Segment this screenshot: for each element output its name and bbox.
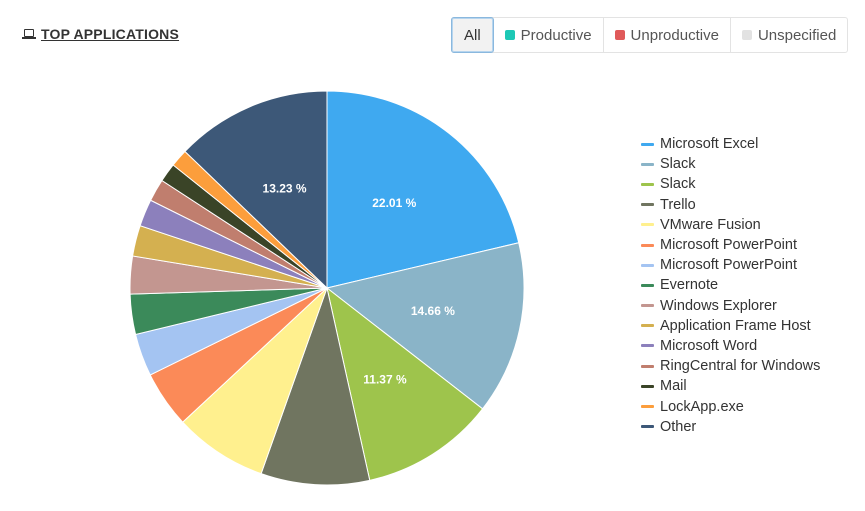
pie-slice-5[interactable] xyxy=(182,287,328,475)
legend-label: Evernote xyxy=(660,277,719,294)
legend-label: Microsoft Word xyxy=(660,337,758,354)
legend-item[interactable]: Slack xyxy=(641,154,820,174)
legend-label: LockApp.exe xyxy=(660,398,744,415)
legend-label: Mail xyxy=(660,378,687,395)
widget-title-text: TOP APPLICATIONS xyxy=(41,26,180,42)
filter-productive-button[interactable]: Productive xyxy=(494,18,604,52)
pie-slice-1[interactable] xyxy=(326,90,520,289)
legend-label: Trello xyxy=(660,196,696,213)
unspecified-swatch-icon xyxy=(741,30,752,40)
legend-swatch-icon xyxy=(641,263,654,267)
legend-item[interactable]: Trello xyxy=(641,195,820,215)
legend-swatch-icon xyxy=(641,243,654,247)
legend-label: Slack xyxy=(660,156,696,173)
pie-slice-15[interactable] xyxy=(184,90,328,290)
legend-label: Microsoft PowerPoint xyxy=(660,257,797,274)
legend-label: Microsoft PowerPoint xyxy=(660,237,797,254)
chart-legend: Microsoft Excel Slack Slack Trello VMware Fu… xyxy=(641,134,820,437)
legend-swatch-icon xyxy=(641,203,654,207)
slice-value-label-3: 11.37 % xyxy=(363,373,407,387)
legend-label: Other xyxy=(660,418,697,435)
legend-item[interactable]: Microsoft PowerPoint xyxy=(641,235,820,255)
laptop-icon xyxy=(22,28,36,40)
applications-pie-chart: 22.01 % 14.66 % 11.37 % 13.23 % xyxy=(129,90,525,486)
legend-item[interactable]: Mail xyxy=(641,376,820,396)
legend-swatch-icon xyxy=(641,324,654,328)
legend-swatch-icon xyxy=(641,344,654,348)
filter-productive-label: Productive xyxy=(520,26,592,44)
legend-swatch-icon xyxy=(641,304,654,308)
legend-swatch-icon xyxy=(641,162,654,166)
legend-swatch-icon xyxy=(641,283,654,287)
legend-item[interactable]: Slack xyxy=(641,174,820,194)
legend-item[interactable]: Microsoft Excel xyxy=(641,134,820,154)
unproductive-swatch-icon xyxy=(614,30,625,40)
legend-label: Application Frame Host xyxy=(660,317,811,334)
widget-title: TOP APPLICATIONS xyxy=(22,26,179,42)
legend-item[interactable]: Application Frame Host xyxy=(641,316,820,336)
legend-item[interactable]: Other xyxy=(641,417,820,437)
filter-unspecified-button[interactable]: Unspecified xyxy=(731,18,847,52)
pie-slice-2[interactable] xyxy=(325,242,525,410)
filter-unproductive-label: Unproductive xyxy=(630,26,719,44)
legend-item[interactable]: Microsoft Word xyxy=(641,336,820,356)
legend-label: Windows Explorer xyxy=(660,297,777,314)
filter-all-label: All xyxy=(464,26,481,44)
productivity-filter-group: All Productive Unproductive Unspecified xyxy=(451,17,849,53)
legend-item[interactable]: Evernote xyxy=(641,275,820,295)
pie-slice-3[interactable] xyxy=(326,286,484,481)
slice-value-label-1: 22.01 % xyxy=(372,196,416,210)
legend-swatch-icon xyxy=(641,182,654,186)
legend-swatch-icon xyxy=(641,142,654,146)
legend-item[interactable]: VMware Fusion xyxy=(641,215,820,235)
legend-swatch-icon xyxy=(641,425,654,429)
legend-label: Slack xyxy=(660,176,696,193)
filter-all-button[interactable]: All xyxy=(451,17,494,53)
slice-value-label-15: 13.23 % xyxy=(263,181,307,195)
legend-swatch-icon xyxy=(641,384,654,388)
legend-item[interactable]: LockApp.exe xyxy=(641,396,820,416)
legend-item[interactable]: Microsoft PowerPoint xyxy=(641,255,820,275)
legend-item[interactable]: RingCentral for Windows xyxy=(641,356,820,376)
legend-swatch-icon xyxy=(641,223,654,227)
legend-swatch-icon xyxy=(641,364,654,368)
pie-slice-4[interactable] xyxy=(260,286,371,486)
filter-unproductive-button[interactable]: Unproductive xyxy=(604,18,731,52)
legend-label: RingCentral for Windows xyxy=(660,358,821,375)
legend-item[interactable]: Windows Explorer xyxy=(641,296,820,316)
productive-swatch-icon xyxy=(504,30,515,40)
legend-label: VMware Fusion xyxy=(660,216,761,233)
legend-label: Microsoft Excel xyxy=(660,136,759,153)
slice-value-label-2: 14.66 % xyxy=(411,304,455,318)
legend-swatch-icon xyxy=(641,405,654,409)
filter-unspecified-label: Unspecified xyxy=(757,26,837,44)
